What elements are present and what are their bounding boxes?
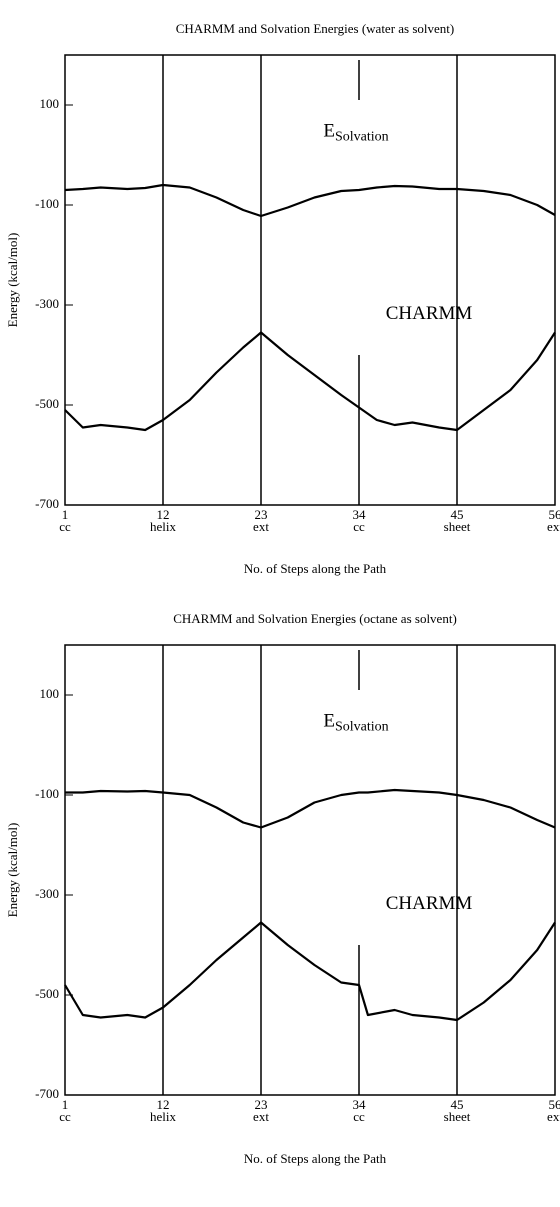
- curve-label: CHARMM: [386, 303, 473, 324]
- x-tick-label: 45: [451, 1097, 464, 1112]
- curve-label: CHARMM: [386, 893, 473, 914]
- y-tick-label: 100: [40, 96, 60, 111]
- x-tick-sublabel: ext: [547, 1109, 560, 1124]
- x-tick-label: 56: [549, 1097, 560, 1112]
- x-tick-sublabel: sheet: [444, 1109, 471, 1124]
- x-tick-label: 34: [353, 1097, 367, 1112]
- x-tick-sublabel: sheet: [444, 519, 471, 534]
- y-tick-label: -700: [35, 1086, 59, 1101]
- x-tick-label: 56: [549, 507, 560, 522]
- curve-label-text: E: [323, 711, 335, 732]
- energy-curve: [64, 331, 556, 432]
- x-tick-label: 1: [62, 1097, 69, 1112]
- curve-label-text: CHARMM: [386, 893, 473, 914]
- y-tick-label: -500: [35, 396, 59, 411]
- curve-label-text: CHARMM: [386, 303, 473, 324]
- x-tick-sublabel: cc: [353, 519, 365, 534]
- x-tick-sublabel: ext: [253, 519, 269, 534]
- energy-curve: [64, 921, 556, 1022]
- x-tick-sublabel: cc: [59, 519, 71, 534]
- curve-label: ESolvation: [323, 711, 388, 735]
- y-tick-label: -300: [35, 886, 59, 901]
- x-tick-sublabel: helix: [150, 519, 176, 534]
- x-tick-label: 12: [157, 1097, 170, 1112]
- x-tick-sublabel: cc: [353, 1109, 365, 1124]
- y-tick-label: 100: [40, 686, 60, 701]
- x-tick-label: 23: [255, 507, 268, 522]
- curve-label-subscript: Solvation: [335, 720, 389, 735]
- x-axis-label: No. of Steps along the Path: [244, 561, 387, 576]
- chart-title: CHARMM and Solvation Energies (octane as…: [173, 611, 457, 626]
- x-tick-label: 1: [62, 507, 69, 522]
- curve-label-subscript: Solvation: [335, 130, 389, 145]
- x-tick-label: 45: [451, 507, 464, 522]
- plot-frame: [64, 54, 556, 506]
- x-tick-sublabel: ext: [547, 519, 560, 534]
- y-tick-label: -100: [35, 196, 59, 211]
- x-tick-label: 12: [157, 507, 170, 522]
- curve-label-text: E: [323, 121, 335, 142]
- chart-title: CHARMM and Solvation Energies (water as …: [176, 21, 455, 36]
- x-tick-sublabel: helix: [150, 1109, 176, 1124]
- y-axis-label: Energy (kcal/mol): [5, 233, 20, 328]
- energy-curve: [65, 788, 556, 829]
- y-tick-label: -500: [35, 986, 59, 1001]
- x-tick-sublabel: cc: [59, 1109, 71, 1124]
- x-tick-label: 34: [353, 507, 367, 522]
- y-tick-label: -100: [35, 786, 59, 801]
- x-tick-sublabel: ext: [253, 1109, 269, 1124]
- x-tick-label: 23: [255, 1097, 268, 1112]
- x-axis-label: No. of Steps along the Path: [244, 1151, 387, 1166]
- energy-curve: [64, 183, 556, 218]
- y-tick-label: -300: [35, 296, 59, 311]
- curve-label: ESolvation: [323, 121, 388, 145]
- plot-frame: [64, 644, 556, 1096]
- y-axis-label: Energy (kcal/mol): [5, 823, 20, 918]
- y-tick-label: -700: [35, 496, 59, 511]
